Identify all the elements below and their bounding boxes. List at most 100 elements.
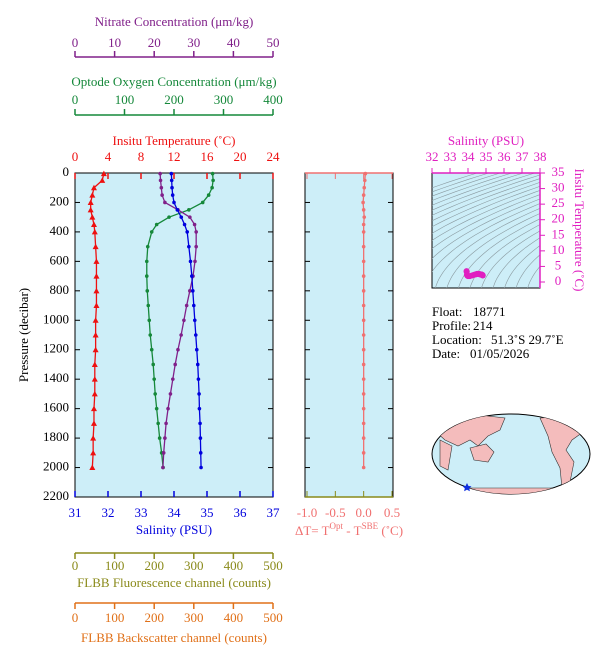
delta-point [361, 377, 366, 381]
profile-point [194, 347, 199, 352]
profile-point [171, 377, 175, 381]
profile-point [92, 346, 99, 353]
profile-point [193, 333, 198, 337]
x-tick-label: 500 [263, 558, 283, 573]
x-tick-label: 33 [135, 505, 148, 520]
x-tick-label: 400 [224, 558, 244, 573]
profile-point [188, 215, 192, 219]
profile-point [87, 206, 94, 213]
delta-point [361, 222, 366, 227]
profile-point [91, 390, 98, 397]
x-tick-label: 0 [72, 149, 79, 164]
profile-point [93, 273, 100, 279]
profile-point [210, 171, 215, 176]
profile-point [199, 465, 203, 470]
delta-point [361, 193, 366, 197]
y-tick-label: 1800 [43, 429, 69, 444]
profile-point [197, 392, 201, 396]
ts-plot-area [431, 172, 541, 289]
profile-point [145, 244, 150, 249]
x-tick-label: 400 [263, 92, 283, 107]
profile-point [163, 436, 167, 440]
profile-point [148, 333, 153, 337]
x-tick-label: 20 [234, 149, 247, 164]
density-contour [432, 173, 479, 189]
delta-point [363, 171, 368, 176]
info-label: Profile: [432, 318, 471, 333]
delta-point [361, 230, 366, 234]
profile-point [182, 318, 186, 323]
profile-point [163, 200, 167, 205]
x-tick-label: 32 [102, 505, 115, 520]
profile-point [158, 171, 162, 176]
density-contour [432, 173, 536, 211]
profile-point [159, 185, 164, 190]
profile-point [151, 362, 156, 367]
x-tick-label: 200 [144, 610, 164, 625]
x-axis-title-part: ΔT= T [295, 523, 330, 538]
x-axis-title-part: - T [343, 523, 362, 538]
x-tick-label: 4 [105, 149, 112, 164]
density-contour [432, 182, 540, 228]
x-tick-label: 0 [72, 558, 79, 573]
x-tick-label: 36 [234, 505, 248, 520]
map-land [469, 443, 495, 463]
profile-point [173, 362, 177, 367]
profile-point [198, 451, 203, 455]
profile-point [172, 200, 176, 205]
delta-point [361, 362, 366, 367]
profile-point [99, 177, 106, 183]
profile-point [196, 377, 201, 381]
delta-point [361, 465, 366, 470]
plot-area [74, 172, 274, 498]
profile-point [170, 193, 175, 197]
profile-point [92, 332, 99, 338]
delta-point [361, 200, 365, 205]
profile-point [175, 208, 180, 212]
x-tick-label: 20 [148, 35, 161, 50]
density-contour [432, 198, 540, 259]
x-tick-label: 0 [72, 92, 79, 107]
y-tick-label: 1200 [43, 341, 69, 356]
x-tick-label: 0.0 [356, 505, 372, 520]
density-contour [432, 186, 540, 234]
density-contour [432, 173, 525, 206]
delta-point [361, 289, 366, 293]
profile-point [149, 347, 154, 352]
profile-point [144, 274, 149, 278]
x-axis-title: Optode Oxygen Concentration (μm/kg) [71, 74, 276, 89]
profile-point [147, 318, 152, 323]
profile-point [176, 347, 180, 352]
delta-point [361, 318, 366, 323]
profile-point [93, 302, 100, 309]
profile-point [164, 421, 168, 426]
density-contour [492, 237, 540, 288]
delta-point [361, 244, 366, 249]
profile-point [89, 192, 96, 198]
x-axis-title: Salinity (PSU) [136, 522, 212, 537]
density-contour [432, 190, 540, 241]
y-tick-label: 15 [552, 226, 565, 241]
profile-point [146, 303, 151, 308]
x-axis-title-part: SBE [362, 521, 379, 531]
delta-point [361, 333, 366, 337]
profile-point [91, 228, 98, 235]
profile-point [168, 392, 173, 396]
y-tick-label: 1400 [43, 370, 69, 385]
x-tick-label: 37 [516, 149, 530, 164]
y-axis-title: Insitu Temperature (˚C) [572, 168, 587, 291]
density-contours [432, 173, 540, 288]
x-tick-label: 0.5 [384, 505, 400, 520]
x-axis-title-part: (˚C) [378, 523, 403, 538]
y-tick-label: 30 [552, 180, 565, 195]
profile-point [191, 289, 195, 293]
x-tick-label: 10 [108, 35, 121, 50]
density-contour [432, 173, 513, 201]
delta-point [361, 347, 366, 352]
profile-point [197, 406, 202, 411]
y-tick-label: 400 [50, 223, 70, 238]
profile-point [194, 230, 198, 234]
profile-point [200, 200, 205, 205]
